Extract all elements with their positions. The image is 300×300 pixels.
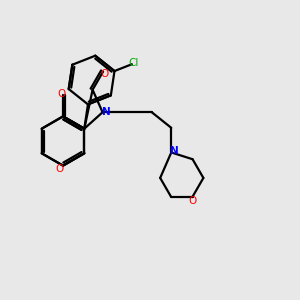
Text: N: N (170, 146, 179, 156)
Text: O: O (57, 89, 66, 99)
Text: N: N (102, 107, 111, 117)
Text: O: O (188, 196, 197, 206)
Text: Cl: Cl (128, 58, 139, 68)
Text: O: O (55, 164, 64, 174)
Text: O: O (100, 69, 109, 79)
